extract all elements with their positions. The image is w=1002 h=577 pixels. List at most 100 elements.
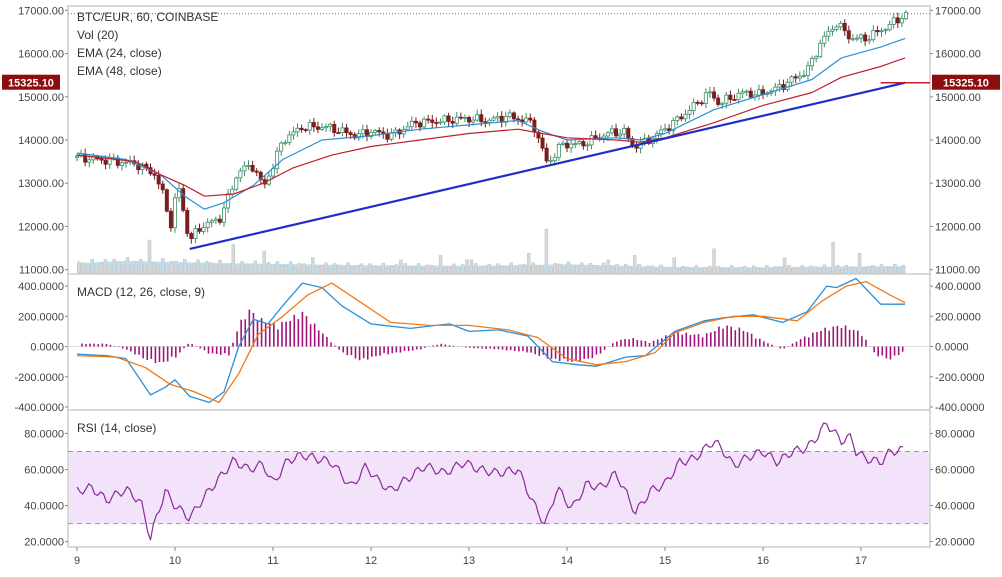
candle-body bbox=[614, 128, 619, 137]
volume-bar bbox=[782, 257, 787, 274]
volume-bar bbox=[602, 262, 606, 274]
volume-bar bbox=[258, 266, 262, 274]
candle-body bbox=[103, 159, 108, 165]
volume-bar bbox=[826, 268, 831, 274]
volume-bar bbox=[871, 265, 875, 274]
volume-bar bbox=[434, 268, 438, 274]
volume-bar bbox=[416, 263, 421, 274]
candle-body bbox=[173, 197, 178, 229]
volume-bar bbox=[99, 262, 103, 274]
candle-body bbox=[826, 30, 831, 37]
macd-axis-label: -200.0000 bbox=[14, 372, 64, 384]
volume-bar bbox=[487, 263, 491, 274]
candle-body bbox=[679, 116, 684, 120]
volume-bar bbox=[597, 267, 602, 274]
price-axis-label: 13000.00 bbox=[935, 178, 981, 190]
candle-body bbox=[658, 129, 663, 135]
rsi-axis-label: 20.0000 bbox=[24, 537, 64, 549]
volume-bar bbox=[588, 263, 593, 274]
candle-body bbox=[797, 75, 802, 79]
volume-bar bbox=[227, 263, 231, 274]
volume-bar bbox=[663, 267, 668, 274]
volume-bar bbox=[284, 265, 288, 274]
volume-bar bbox=[161, 258, 165, 274]
candle-body bbox=[544, 147, 549, 162]
candle-body bbox=[160, 183, 165, 191]
volume-bar bbox=[527, 252, 531, 274]
candle-body bbox=[756, 89, 761, 96]
candle-body bbox=[246, 164, 251, 167]
legend-rsi: RSI (14, close) bbox=[77, 421, 157, 435]
candle-body bbox=[467, 116, 472, 123]
candle-body bbox=[895, 17, 900, 24]
volume-bar bbox=[540, 265, 544, 274]
candle-body bbox=[667, 128, 672, 132]
candle-body bbox=[348, 132, 353, 135]
macd-line bbox=[76, 277, 906, 404]
volume-bar bbox=[535, 266, 540, 274]
volume-bar bbox=[624, 263, 628, 274]
candle-body bbox=[164, 189, 169, 212]
candle-body bbox=[462, 116, 467, 119]
candle-body bbox=[324, 126, 329, 129]
price-axis-label: 17000.00 bbox=[935, 5, 981, 17]
candle-body bbox=[217, 218, 222, 223]
price-axis-label: 16000.00 bbox=[18, 49, 64, 61]
candle-body bbox=[683, 113, 688, 120]
volume-bar bbox=[425, 264, 430, 274]
candle-body bbox=[83, 153, 88, 163]
candle-body bbox=[242, 165, 247, 172]
candle-body bbox=[471, 119, 476, 123]
volume-bar bbox=[672, 257, 677, 274]
candle-body bbox=[201, 227, 206, 232]
volume-bar bbox=[884, 267, 888, 274]
candle-body bbox=[899, 18, 904, 24]
price-badge-label: 15325.10 bbox=[943, 78, 989, 90]
volume-bar bbox=[103, 259, 108, 274]
candle-body bbox=[197, 228, 202, 232]
candle-body bbox=[352, 134, 357, 139]
candle-body bbox=[793, 76, 798, 79]
volume-bar bbox=[412, 266, 416, 274]
volume-bar bbox=[690, 268, 694, 274]
candle-body bbox=[458, 116, 463, 119]
volume-bar bbox=[804, 269, 809, 274]
volume-bar bbox=[121, 264, 125, 274]
candle-body bbox=[589, 135, 594, 146]
legend-volume: Vol (20) bbox=[77, 28, 119, 42]
candle-body bbox=[556, 144, 561, 158]
candle-body bbox=[360, 129, 365, 135]
legend-symbol: BTC/EUR, 60, COINBASE bbox=[77, 10, 219, 24]
volume-bar bbox=[513, 267, 518, 274]
volume-bar bbox=[646, 265, 650, 274]
volume-bar bbox=[831, 241, 835, 274]
volume-bar bbox=[557, 263, 562, 274]
volume-bar bbox=[293, 267, 297, 274]
candle-body bbox=[99, 158, 104, 161]
candle-body bbox=[879, 30, 884, 33]
volume-bar bbox=[774, 266, 778, 274]
candle-body bbox=[205, 221, 210, 228]
rsi-axis-label: 60.0000 bbox=[24, 464, 64, 476]
candle-body bbox=[124, 161, 129, 164]
volume-bar bbox=[187, 264, 191, 274]
x-tick-label: 16 bbox=[757, 555, 769, 567]
price-axis-label: 14000.00 bbox=[18, 135, 64, 147]
x-tick-label: 12 bbox=[365, 555, 377, 567]
volume-bar bbox=[509, 262, 513, 274]
rsi-axis-label: 20.0000 bbox=[935, 537, 975, 549]
volume-bar bbox=[460, 264, 465, 274]
price-axis-label: 15000.00 bbox=[935, 92, 981, 104]
volume-area bbox=[77, 260, 906, 273]
volume-bar bbox=[677, 269, 681, 274]
volume-bar bbox=[443, 267, 447, 274]
volume-bar bbox=[844, 264, 848, 274]
volume-bar bbox=[593, 265, 597, 274]
candle-body bbox=[854, 37, 859, 40]
signal-line bbox=[76, 280, 906, 404]
candle-body bbox=[805, 65, 810, 76]
candle-body bbox=[495, 115, 500, 119]
candle-body bbox=[777, 84, 782, 88]
